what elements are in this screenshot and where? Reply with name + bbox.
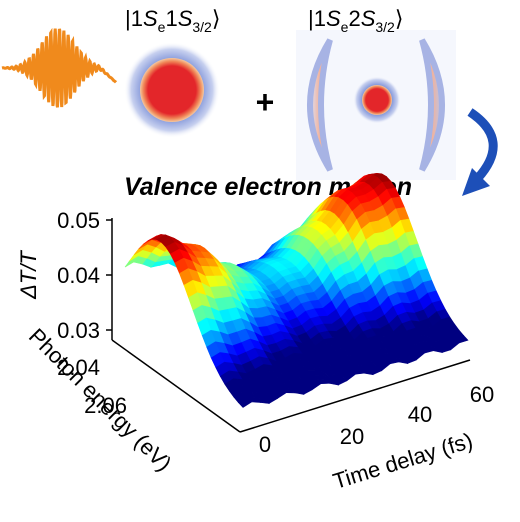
ket-part: S — [143, 6, 158, 31]
ket-part: ⟩ — [212, 6, 221, 31]
plus-sign: + — [256, 84, 275, 120]
ket-part: S — [326, 6, 341, 31]
ket-part: S — [178, 6, 193, 31]
ket-part: S — [361, 6, 376, 31]
orbital-1s1s — [124, 42, 220, 138]
ket-part: e — [158, 19, 166, 35]
ket-part: |1 — [308, 6, 326, 31]
surface-patch — [238, 396, 253, 408]
surface-plot — [124, 172, 469, 408]
ket-label: |1Se1S3/2⟩ — [125, 6, 220, 35]
ket-label: |1Se2S3/2⟩ — [308, 6, 403, 35]
x-tick-label: 40 — [408, 402, 432, 427]
ket-part: e — [341, 19, 349, 35]
ket-part: |1 — [125, 6, 143, 31]
orbital-1s2s — [296, 30, 456, 180]
x-tick-label: 0 — [259, 432, 271, 457]
y-tick-label: 2.04 — [57, 355, 100, 380]
ket-part: 3/2 — [375, 19, 395, 35]
z-tick-label: 0.03 — [57, 318, 100, 343]
x-tick-label: 20 — [340, 424, 364, 449]
ket-part: 1 — [165, 6, 177, 31]
z-tick-label: 0.05 — [57, 208, 100, 233]
axes — [111, 218, 471, 433]
ket-part: 3/2 — [192, 19, 212, 35]
x-tick-label: 60 — [470, 382, 494, 407]
ket-part: 2 — [348, 6, 360, 31]
z-tick-label: 0.04 — [57, 263, 100, 288]
z-axis-label: ΔT/T — [16, 250, 41, 300]
cycle-arrow — [462, 108, 498, 196]
y-axis-label: Photon energy (eV) — [24, 323, 177, 476]
y-tick-label: 2.06 — [84, 393, 127, 418]
laser-pulse — [1, 27, 118, 108]
ket-part: ⟩ — [395, 6, 404, 31]
